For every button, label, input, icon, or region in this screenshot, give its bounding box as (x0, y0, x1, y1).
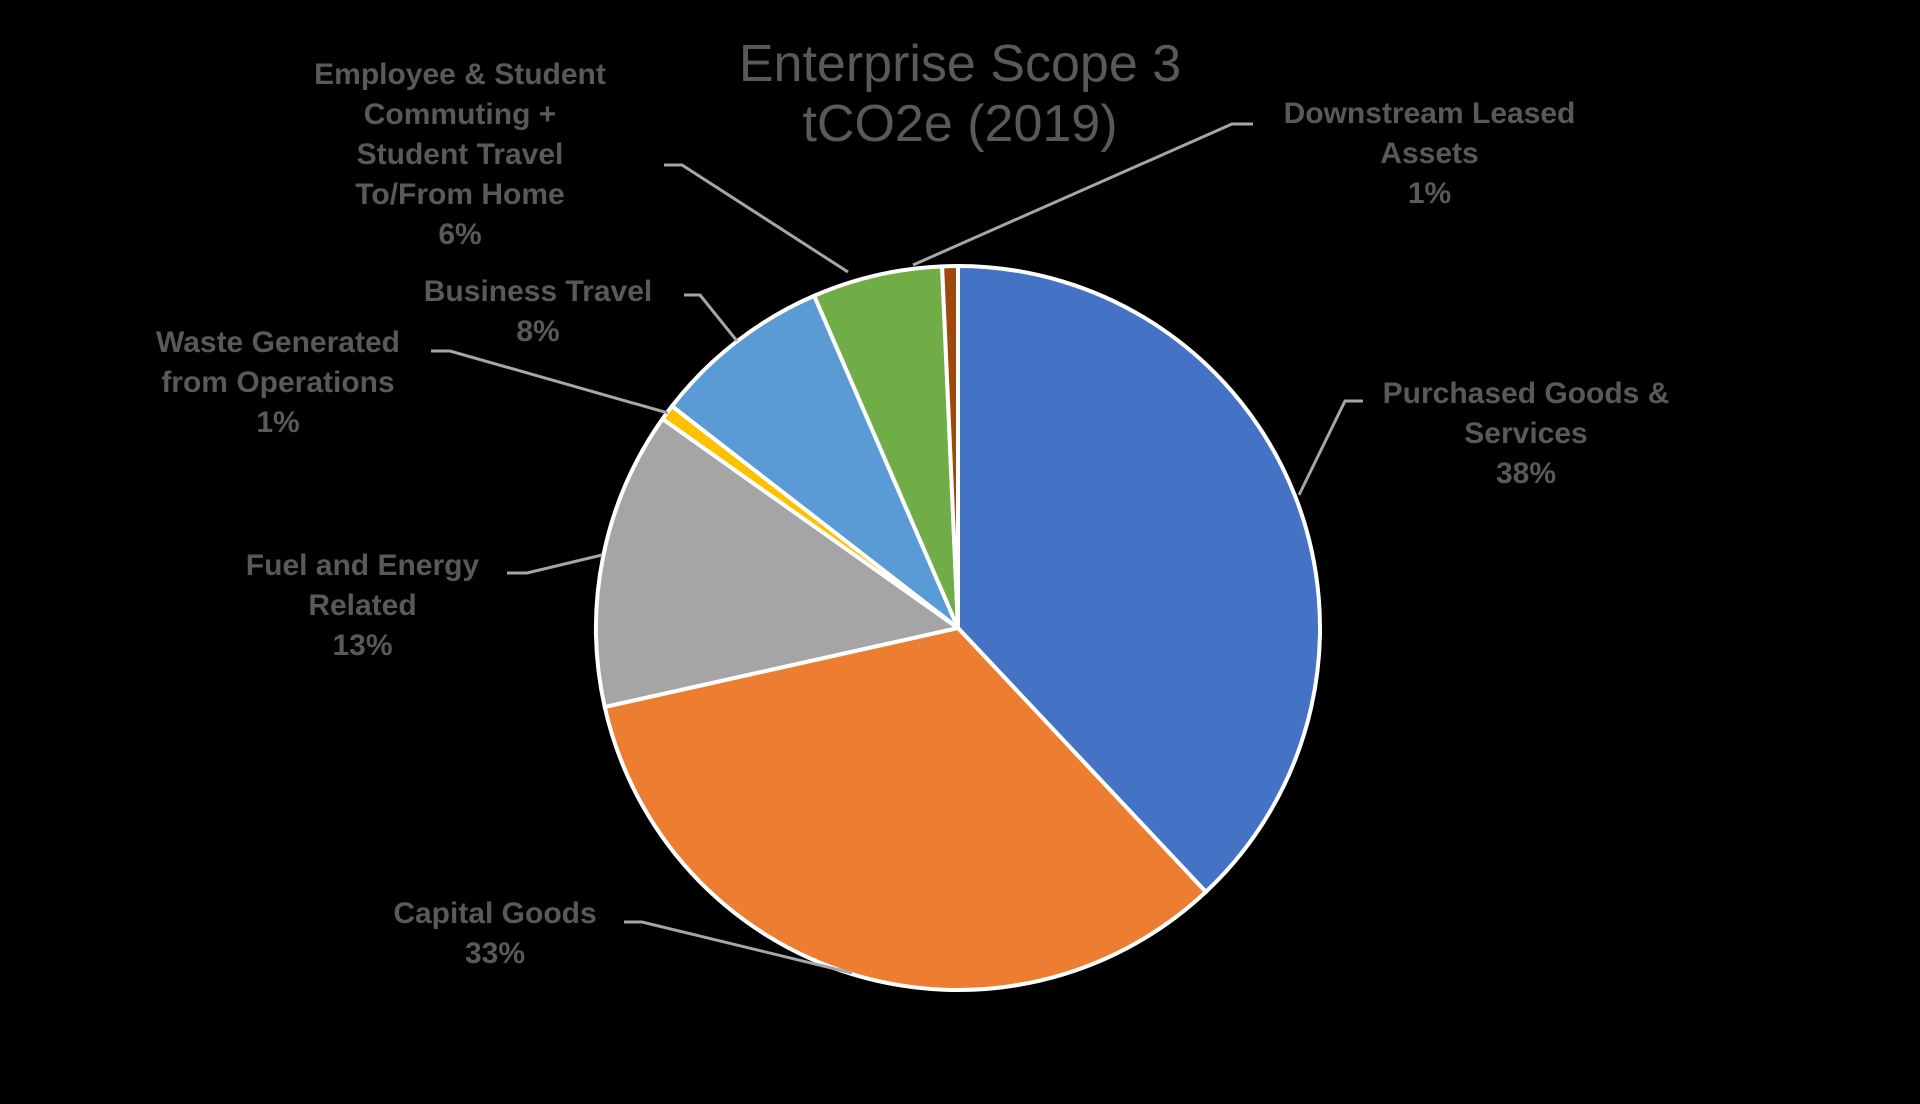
data-label-text: Employee & Student (314, 58, 606, 91)
data-label-text: To/From Home (355, 178, 565, 211)
data-label-text: Purchased Goods & (1382, 377, 1670, 410)
data-label-percent: 33% (464, 937, 526, 970)
data-label-business-travel: Business Travel 8% (400, 272, 676, 352)
pie-slice-purchased-goods-services (956, 264, 1322, 894)
data-label-commuting: Employee & Student Commuting + Student T… (280, 55, 640, 255)
data-label-text: Business Travel (423, 275, 653, 308)
chart-title-line-1: Enterprise Scope 3 (738, 35, 1182, 93)
data-label-text: Services (1464, 417, 1588, 450)
data-label-text: Fuel and Energy (245, 549, 480, 582)
pie-slice-employee-student-commuting-student-travel-to-from-home (812, 264, 960, 630)
leader-line-fuel-energy (507, 553, 603, 575)
data-label-percent: 13% (332, 629, 393, 662)
data-label-text: Related (308, 589, 417, 622)
data-label-text: Waste Generated (156, 326, 400, 359)
data-label-purchased-goods: Purchased Goods & Services 38% (1366, 374, 1686, 494)
leader-line-business-travel (684, 293, 739, 342)
pie-slices (594, 264, 1322, 992)
data-label-percent: 6% (438, 218, 482, 251)
leader-line-capital-goods (624, 920, 853, 975)
data-label-percent: 38% (1495, 457, 1557, 490)
data-label-percent: 1% (256, 406, 300, 439)
leader-line-commuting (664, 163, 849, 274)
leader-line-waste (431, 349, 669, 415)
data-label-percent: 8% (516, 315, 560, 348)
data-label-capital-goods: Capital Goods 33% (370, 894, 620, 974)
data-label-downstream-leased: Downstream Leased Assets 1% (1252, 94, 1607, 214)
leader-line-purchased-goods (1297, 399, 1363, 496)
chart-title-line-2: tCO2e (2019) (802, 95, 1118, 153)
data-label-text: from Operations (161, 366, 395, 399)
pie-slice-business-travel (669, 293, 960, 630)
data-label-text: Downstream Leased (1283, 97, 1576, 130)
data-label-text: Student Travel (356, 138, 564, 171)
pie-slice-fuel-and-energy-related (594, 416, 960, 709)
data-label-percent: 1% (1407, 177, 1452, 210)
leader-lines (431, 122, 1363, 975)
data-label-text: Assets (1380, 137, 1479, 170)
chart-title: Enterprise Scope 3 tCO2e (2019) (660, 34, 1260, 154)
data-label-fuel-energy: Fuel and Energy Related 13% (220, 546, 505, 666)
leader-line-downstream-leased (912, 122, 1253, 267)
pie-slice-downstream-leased-assets (940, 264, 960, 630)
data-label-text: Capital Goods (393, 897, 597, 930)
data-label-waste: Waste Generated from Operations 1% (128, 323, 428, 443)
data-label-text: Commuting + (363, 98, 557, 131)
